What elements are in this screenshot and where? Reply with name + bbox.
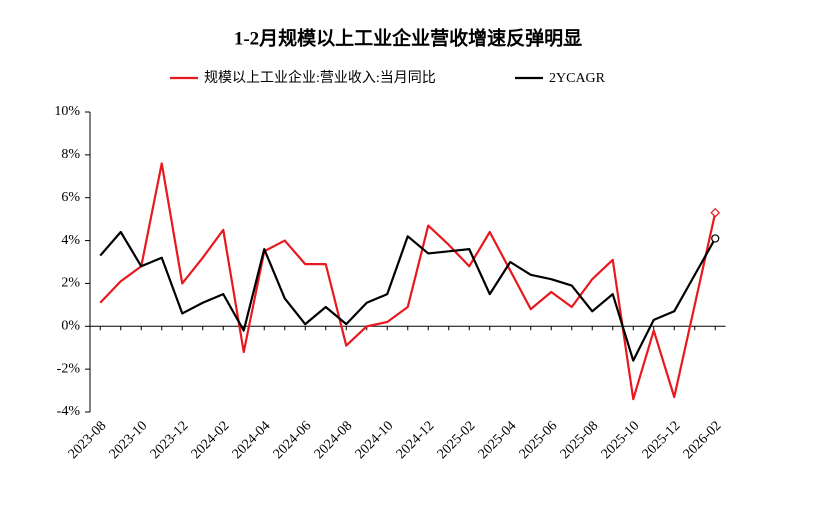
x-tick-label: 2025-12 xyxy=(640,418,684,462)
y-tick-label: 4% xyxy=(61,233,80,248)
y-tick-label: 2% xyxy=(61,276,80,291)
x-tick-label: 2023-10 xyxy=(107,418,151,462)
end-marker xyxy=(710,207,721,218)
x-tick-label: 2024-02 xyxy=(189,418,233,462)
chart-title: 1-2月规模以上工业企业营收增速反弹明显 xyxy=(234,26,582,49)
legend-label: 2YCAGR xyxy=(549,71,606,86)
y-tick-label: 6% xyxy=(61,190,80,205)
x-tick-label: 2024-12 xyxy=(394,418,438,462)
x-tick-label: 2025-02 xyxy=(435,418,479,462)
x-tick-label: 2025-06 xyxy=(517,418,561,462)
x-tick-label: 2023-12 xyxy=(148,418,192,462)
x-tick-label: 2024-10 xyxy=(353,418,397,462)
y-tick-label: 0% xyxy=(61,319,80,334)
x-tick-label: 2024-06 xyxy=(271,418,315,462)
x-tick-label: 2023-08 xyxy=(66,418,110,462)
x-tick-label: 2025-04 xyxy=(476,418,520,462)
series-line xyxy=(99,162,717,401)
x-tick-label: 2025-08 xyxy=(558,418,602,462)
x-tick-label: 2025-10 xyxy=(599,418,643,462)
x-tick-label: 2026-02 xyxy=(681,418,725,462)
x-tick-label: 2024-04 xyxy=(230,418,274,462)
y-tick-label: -4% xyxy=(57,404,81,419)
x-tick-label: 2024-08 xyxy=(312,418,356,462)
y-tick-label: 10% xyxy=(54,104,80,119)
end-marker xyxy=(711,234,720,243)
legend-label: 规模以上工业企业:营业收入:当月同比 xyxy=(204,69,436,86)
y-tick-label: -2% xyxy=(57,361,81,376)
y-tick-label: 8% xyxy=(61,147,80,162)
series-line xyxy=(99,230,717,362)
